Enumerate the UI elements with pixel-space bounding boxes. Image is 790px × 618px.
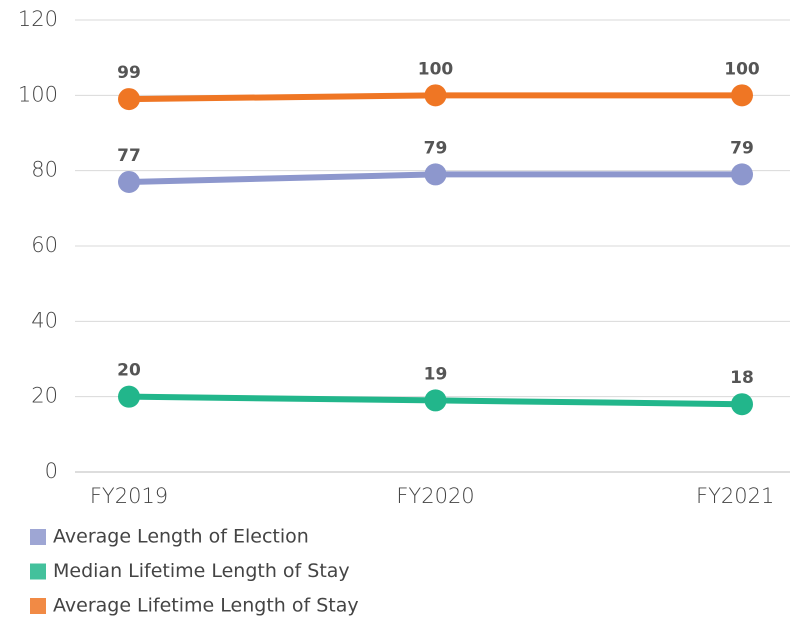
x-tick-label: FY2020: [396, 484, 474, 508]
data-label: 18: [730, 368, 754, 388]
point: [424, 84, 447, 107]
data-label: 100: [724, 59, 760, 79]
point: [118, 385, 140, 408]
legend-label: Average Length of Election: [53, 526, 309, 548]
point: [118, 88, 140, 111]
x-tick-label: FY2021: [696, 484, 774, 508]
point: [424, 389, 447, 412]
data-label: 79: [730, 138, 754, 158]
data-label: 19: [424, 364, 448, 384]
y-tick-label: 100: [18, 82, 58, 106]
y-tick-label: 0: [45, 459, 58, 483]
data-label: 20: [117, 361, 141, 381]
legend-swatch: [30, 563, 46, 580]
data-label: 100: [418, 59, 454, 79]
data-label: 77: [117, 146, 141, 166]
point: [118, 170, 140, 193]
data-label: 99: [117, 63, 141, 83]
legend-swatch: [30, 529, 46, 545]
y-tick-label: 60: [31, 233, 58, 257]
legend-label: Average Lifetime Length of Stay: [53, 595, 359, 617]
x-tick-label: FY2019: [90, 484, 168, 508]
point: [731, 163, 753, 186]
y-tick-label: 120: [18, 7, 58, 31]
point: [731, 84, 753, 107]
legend-label: Median Lifetime Length of Stay: [53, 560, 350, 582]
y-tick-label: 80: [31, 158, 58, 182]
point: [731, 393, 753, 416]
point: [424, 163, 447, 186]
y-tick-label: 40: [31, 308, 58, 332]
legend-swatch: [30, 598, 46, 614]
data-label: 79: [424, 138, 448, 158]
y-tick-label: 20: [31, 384, 58, 408]
